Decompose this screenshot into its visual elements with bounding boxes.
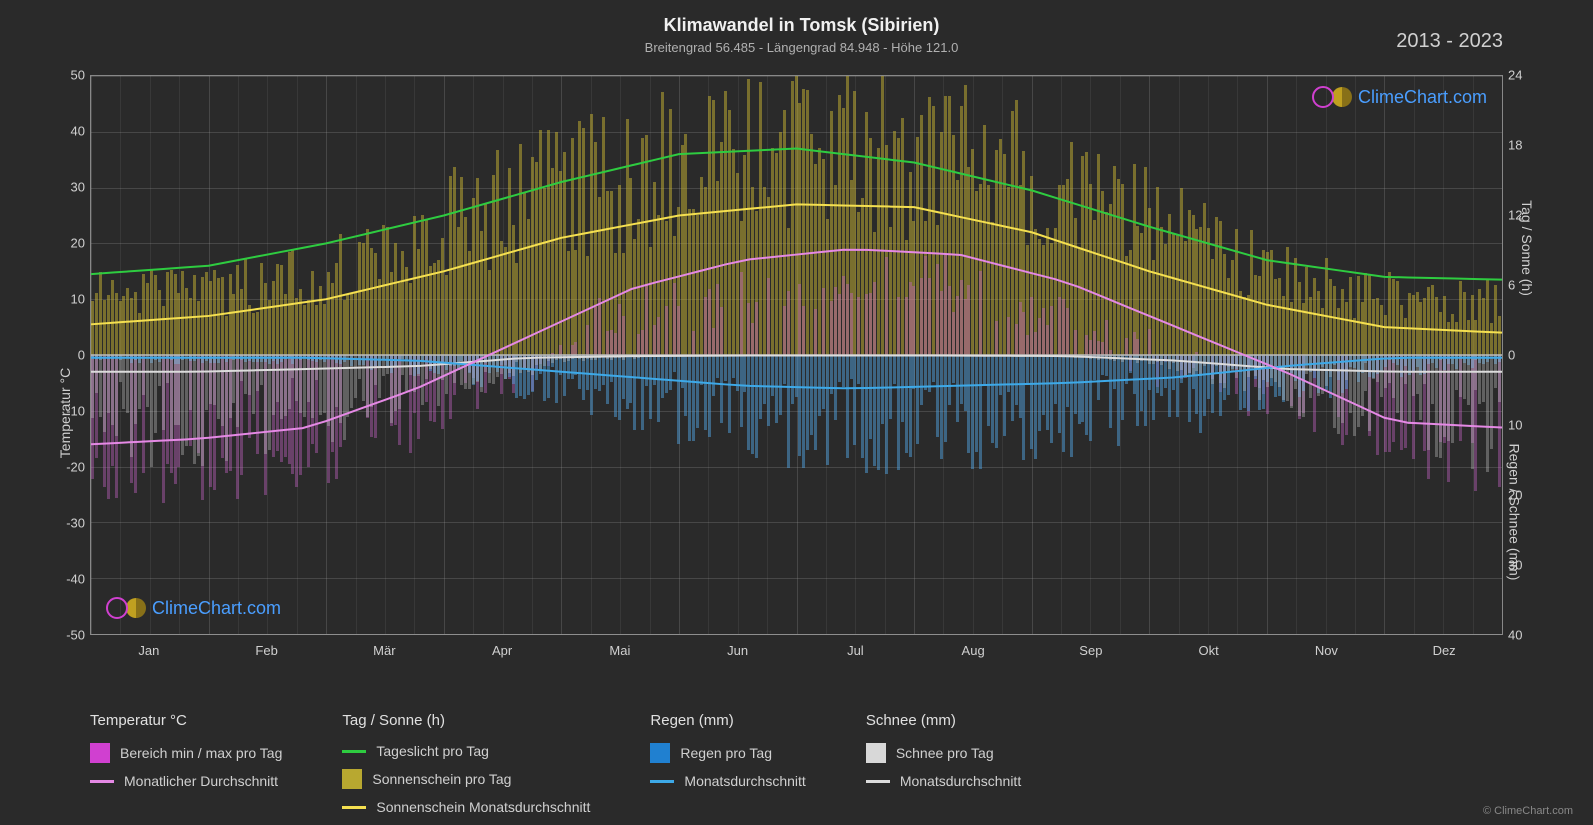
logo-circle-icon — [1312, 86, 1334, 108]
logo-sun-icon — [126, 598, 146, 618]
legend-item: Schnee pro Tag — [866, 743, 1021, 763]
legend-label: Bereich min / max pro Tag — [120, 745, 282, 761]
legend-column-temperature: Temperatur °C Bereich min / max pro Tag Mo… — [90, 712, 282, 815]
y-tick-right: 24 — [1508, 68, 1538, 83]
x-tick-month: Sep — [1079, 643, 1102, 658]
y-tick-left: 0 — [55, 348, 85, 363]
chart-subtitle: Breitengrad 56.485 - Längengrad 84.948 -… — [90, 40, 1513, 55]
x-tick-month: Okt — [1199, 643, 1219, 658]
x-tick-month: Jan — [138, 643, 159, 658]
legend-item: Sonnenschein pro Tag — [342, 769, 590, 789]
y-tick-left: -50 — [55, 628, 85, 643]
legend-item: Monatlicher Durchschnitt — [90, 773, 282, 789]
legend-header: Regen (mm) — [650, 712, 805, 729]
legend-header: Temperatur °C — [90, 712, 282, 729]
y-tick-right: 6 — [1508, 278, 1538, 293]
watermark-text: ClimeChart.com — [1358, 87, 1487, 108]
logo-circle-icon — [106, 597, 128, 619]
y-tick-right: 10 — [1508, 418, 1538, 433]
y-tick-right: 40 — [1508, 628, 1538, 643]
line-swatch-icon — [342, 750, 366, 753]
plot-lines — [91, 76, 1502, 634]
y-tick-left: 10 — [55, 292, 85, 307]
y-tick-left: -20 — [55, 460, 85, 475]
legend-column-rain: Regen (mm) Regen pro Tag Monatsdurchschnit… — [650, 712, 805, 815]
legend-label: Monatsdurchschnitt — [684, 773, 805, 789]
legend-label: Monatlicher Durchschnitt — [124, 773, 278, 789]
legend-label: Tageslicht pro Tag — [376, 743, 489, 759]
watermark-top-right: ClimeChart.com — [1312, 86, 1487, 108]
watermark-bottom-left: ClimeChart.com — [106, 597, 281, 619]
legend-item: Monatsdurchschnitt — [650, 773, 805, 789]
swatch-icon — [90, 743, 110, 763]
swatch-icon — [866, 743, 886, 763]
legend-label: Regen pro Tag — [680, 745, 772, 761]
legend-label: Sonnenschein Monatsdurchschnitt — [376, 799, 590, 815]
legend-label: Monatsdurchschnitt — [900, 773, 1021, 789]
swatch-icon — [342, 769, 362, 789]
legend-label: Schnee pro Tag — [896, 745, 994, 761]
copyright: © ClimeChart.com — [1483, 805, 1573, 817]
watermark-text: ClimeChart.com — [152, 598, 281, 619]
y-tick-left: -10 — [55, 404, 85, 419]
line-swatch-icon — [650, 780, 674, 783]
plot-area: ClimeChart.com ClimeChart.com — [90, 75, 1503, 635]
x-tick-month: Apr — [492, 643, 512, 658]
legend-header: Schnee (mm) — [866, 712, 1021, 729]
x-tick-month: Feb — [255, 643, 277, 658]
legend-header: Tag / Sonne (h) — [342, 712, 590, 729]
line-swatch-icon — [90, 780, 114, 783]
x-tick-month: Aug — [962, 643, 985, 658]
y-tick-left: 30 — [55, 180, 85, 195]
legend-item: Tageslicht pro Tag — [342, 743, 590, 759]
chart-title: Klimawandel in Tomsk (Sibirien) — [90, 15, 1513, 36]
x-tick-month: Jun — [727, 643, 748, 658]
legend-label: Sonnenschein pro Tag — [372, 771, 511, 787]
x-tick-month: Nov — [1315, 643, 1338, 658]
x-tick-month: Dez — [1433, 643, 1456, 658]
y-tick-right: 20 — [1508, 488, 1538, 503]
y-tick-right: 18 — [1508, 138, 1538, 153]
y-tick-left: 40 — [55, 124, 85, 139]
climate-chart: Klimawandel in Tomsk (Sibirien) Breiteng… — [0, 0, 1593, 825]
y-tick-left: -30 — [55, 516, 85, 531]
year-range: 2013 - 2023 — [1396, 30, 1503, 53]
legend-column-daysun: Tag / Sonne (h) Tageslicht pro Tag Sonnens… — [342, 712, 590, 815]
legend-item: Monatsdurchschnitt — [866, 773, 1021, 789]
legend-item: Bereich min / max pro Tag — [90, 743, 282, 763]
logo-sun-icon — [1332, 87, 1352, 107]
line-swatch-icon — [866, 780, 890, 783]
legend-column-snow: Schnee (mm) Schnee pro Tag Monatsdurchschn… — [866, 712, 1021, 815]
x-tick-month: Jul — [847, 643, 864, 658]
legend-item: Regen pro Tag — [650, 743, 805, 763]
x-tick-month: Mär — [373, 643, 395, 658]
y-tick-right: 12 — [1508, 208, 1538, 223]
y-tick-left: -40 — [55, 572, 85, 587]
y-tick-left: 20 — [55, 236, 85, 251]
y-tick-right: 0 — [1508, 348, 1538, 363]
y-tick-left: 50 — [55, 68, 85, 83]
x-tick-month: Mai — [609, 643, 630, 658]
legend: Temperatur °C Bereich min / max pro Tag Mo… — [90, 712, 1503, 815]
swatch-icon — [650, 743, 670, 763]
line-swatch-icon — [342, 806, 366, 809]
legend-item: Sonnenschein Monatsdurchschnitt — [342, 799, 590, 815]
y-tick-right: 30 — [1508, 558, 1538, 573]
